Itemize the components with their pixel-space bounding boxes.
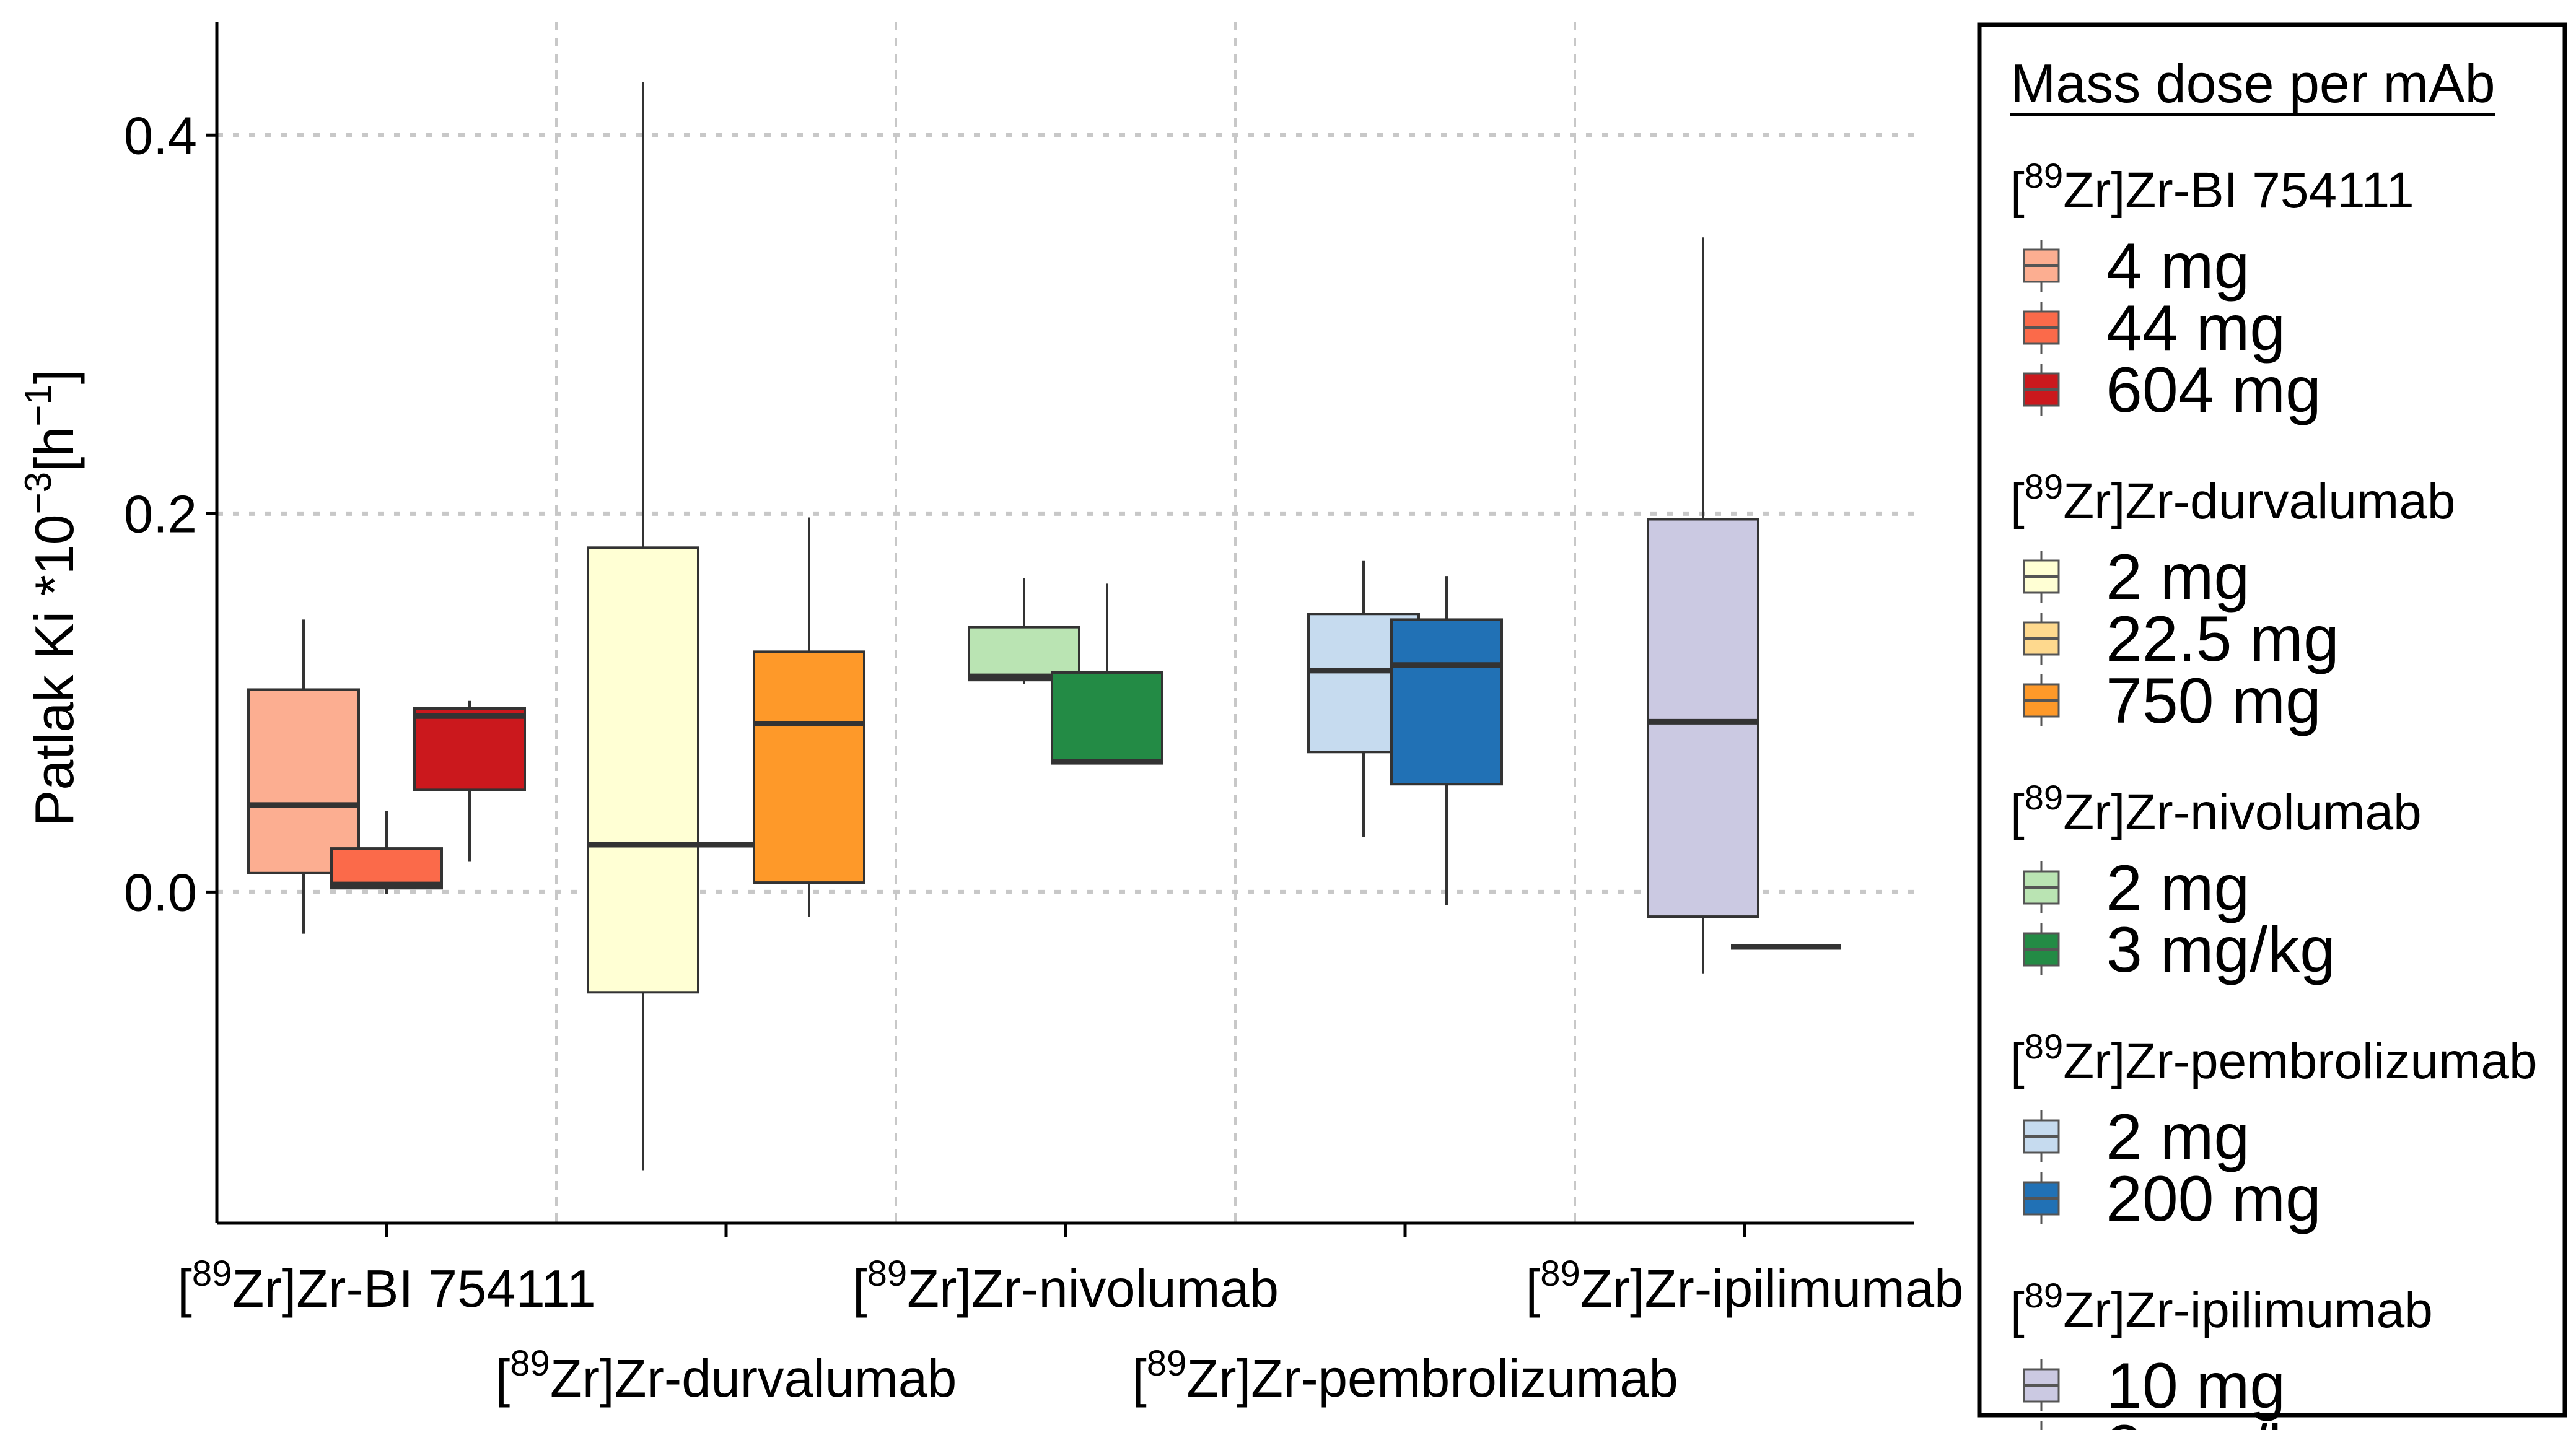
box-body [1390,618,1503,786]
box-0-0 [247,619,360,934]
box-3-1 [1390,576,1503,905]
box-body [413,707,526,791]
legend-item-label: 2 mg [2106,852,2250,924]
legend: Mass dose per mAb [89Zr]Zr-BI 754111 4 mg4… [1977,22,2567,1430]
box-body [968,626,1080,682]
legend-item-label: 10 mg [2106,1350,2285,1422]
x-tick-label: [89Zr]Zr-BI 754111 [177,1253,595,1319]
legend-item-label: 3 mg/kg [2106,1412,2336,1430]
legend-item-label: 2 mg [2106,1101,2250,1173]
box-layer [247,82,1841,1171]
box-0-2 [413,700,526,862]
box-body [587,546,699,994]
axes: 0.0 0.2 0.4 [89Zr]Zr-BI 754111 [89Zr]Zr-durv… [17,22,1963,1408]
x-tick-label: [89Zr]Zr-ipilimumab [1526,1253,1964,1319]
y-tick-label: 0.0 [124,863,197,922]
box-2-0 [968,578,1080,684]
grid-lines [217,22,1914,1223]
legend-item-label: 200 mg [2106,1163,2321,1235]
legend-group-title: [89Zr]Zr-nivolumab [2010,778,2422,840]
box-body [247,688,360,874]
legend-item-label: 604 mg [2106,354,2321,426]
legend-title: Mass dose per mAb [2010,53,2495,114]
legend-box [1977,22,2567,1418]
box-body [1051,671,1163,765]
box-1-2 [753,517,865,917]
legend-item-label: 750 mg [2106,665,2321,737]
legend-item-label: 2 mg [2106,541,2250,613]
y-tick-label: 0.4 [124,107,197,165]
x-tick-label: [89Zr]Zr-nivolumab [852,1253,1279,1319]
legend-item-label: 3 mg/kg [2106,914,2336,986]
legend-group-title: [89Zr]Zr-ipilimumab [2010,1276,2433,1338]
box-0-1 [330,810,443,894]
box-body [330,847,443,890]
box-body [753,650,865,884]
x-tick-label: [89Zr]Zr-durvalumab [496,1343,957,1408]
y-axis-label: Patlak Ki *10−3[h−1] [17,369,85,827]
legend-item-label: 44 mg [2106,292,2285,364]
box-4-0 [1647,237,1759,974]
legend-group-title: [89Zr]Zr-BI 754111 [2010,156,2414,219]
y-tick-label: 0.2 [124,485,197,544]
legend-group-title: [89Zr]Zr-pembrolizumab [2010,1027,2538,1089]
legend-group-title: [89Zr]Zr-durvalumab [2010,467,2455,530]
legend-item-label: 22.5 mg [2106,603,2339,675]
x-tick-label: [89Zr]Zr-pembrolizumab [1132,1343,1678,1408]
box-2-1 [1051,583,1163,765]
box-1-0 [587,82,699,1171]
box-body [1647,518,1759,918]
legend-item-label: 4 mg [2106,230,2250,302]
